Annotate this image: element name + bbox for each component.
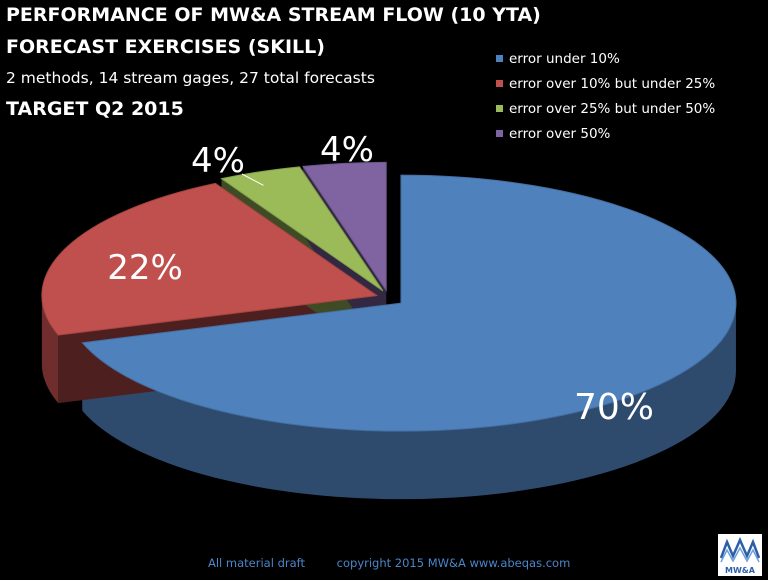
legend: error under 10% error over 10% but under … [496, 47, 715, 147]
legend-entry: error over 50% [496, 122, 715, 147]
legend-label: error over 25% but under 50% [509, 101, 716, 117]
pie-slice-error-over-50 [302, 161, 387, 293]
data-label-error-over-50: 4% [320, 130, 374, 170]
chart-title-line2: FORECAST EXERCISES (SKILL) [6, 36, 325, 58]
pie-slice-error-over-25-but-under-50 [220, 166, 384, 292]
footer-draft-note: All material draft [208, 556, 305, 570]
footer-copyright: copyright 2015 MW&A www.abeqas.com [336, 556, 571, 570]
pie-tops [41, 161, 737, 432]
data-label-error-under-10: 70% [574, 387, 654, 428]
logo-text: MW&A [725, 566, 755, 575]
data-label-error-over-25-but-under-50: 4% [191, 141, 245, 181]
chart-title: PERFORMANCE OF MW&A STREAM FLOW (10 YTA) [6, 4, 541, 26]
legend-swatch [496, 130, 503, 137]
legend-swatch [496, 105, 503, 112]
pie-slice-error-under-10 [81, 174, 737, 432]
wave-logo-icon [719, 536, 761, 563]
legend-entry: error over 10% but under 25% [496, 72, 715, 97]
pie-slice-error-over-10-but-under-25 [41, 182, 379, 336]
legend-swatch [496, 80, 503, 87]
legend-label: error over 50% [509, 126, 611, 142]
legend-entry: error under 10% [496, 47, 715, 72]
legend-entry: error over 25% but under 50% [496, 97, 715, 122]
chart-target-label: TARGET Q2 2015 [6, 98, 184, 120]
legend-label: error over 10% but under 25% [509, 76, 716, 92]
legend-swatch [496, 55, 503, 62]
leader-line [241, 173, 264, 186]
data-label-error-over-10-but-under-25: 22% [107, 248, 183, 288]
chart-subtitle: 2 methods, 14 stream gages, 27 total for… [6, 69, 375, 87]
footer: All material draft copyright 2015 MW&A w… [208, 556, 570, 570]
legend-label: error under 10% [509, 51, 620, 67]
logo: MW&A [718, 534, 762, 576]
